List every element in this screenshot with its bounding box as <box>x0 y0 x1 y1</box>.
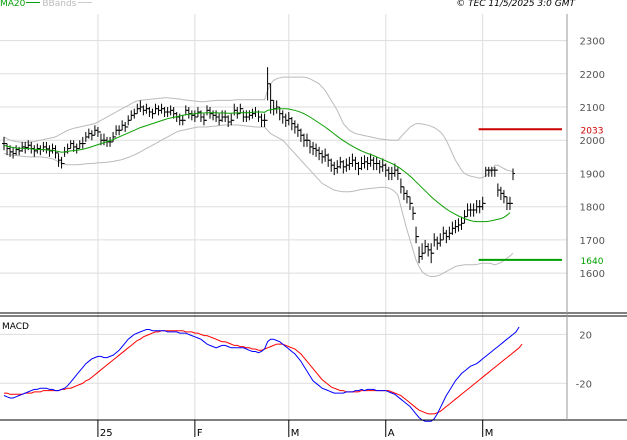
ohlc-bar <box>80 136 85 149</box>
ohlc-bar <box>220 110 225 122</box>
price-grid <box>0 14 567 420</box>
bbands-legend-label: BBands <box>42 0 77 9</box>
price-tick-label: 1700 <box>580 236 605 247</box>
price-tick-label: 2200 <box>580 70 605 81</box>
ohlc-bar <box>217 113 222 126</box>
time-tick-label: M <box>485 428 494 439</box>
bband-upper-line <box>3 76 514 179</box>
resistance-label: 2033 <box>581 126 604 136</box>
ohlc-bar <box>38 145 43 156</box>
time-tick-label: M <box>291 428 300 439</box>
time-tick-label: A <box>388 428 395 439</box>
price-bars <box>2 67 515 264</box>
ohlc-bar <box>77 140 82 150</box>
ohlc-bar <box>201 113 206 126</box>
ohlc-bar <box>186 107 191 119</box>
ohlc-bar <box>29 141 34 154</box>
price-tick-label: 2100 <box>580 103 605 114</box>
bollinger-bands <box>3 76 514 277</box>
macd-line <box>3 326 520 422</box>
price-tick-label: 2000 <box>580 136 605 147</box>
ohlc-bar <box>214 110 219 122</box>
ohlc-bar <box>241 108 246 122</box>
ohlc-bar <box>114 125 119 138</box>
time-tick-label: 25 <box>100 428 113 439</box>
ma20-path <box>3 108 511 223</box>
ohlc-bar <box>232 103 237 121</box>
ohlc-bar <box>44 141 49 154</box>
ohlc-bar <box>183 105 188 121</box>
ohlc-bar <box>483 166 488 204</box>
bband-lower-line <box>3 124 514 277</box>
ohlc-bar <box>495 169 500 197</box>
copyright-timestamp: © TEC 11/5/2025 3:0 GMT <box>456 0 575 9</box>
chart-frame <box>0 14 627 421</box>
bbands-legend-swatch <box>78 2 93 3</box>
ma20-line <box>3 108 511 223</box>
ohlc-bar <box>11 146 16 159</box>
price-axis: 1600 1700 1800 1900 2000 2100 2200 2300 <box>580 37 605 281</box>
price-tick-label: 1600 <box>580 269 605 280</box>
macd-axis: 20 -20 <box>576 330 592 390</box>
ohlc-bar <box>229 113 234 126</box>
price-tick-label: 1800 <box>580 203 605 214</box>
price-levels: 2033 1640 <box>478 126 604 267</box>
ohlc-bar <box>432 233 437 254</box>
ohlc-bar <box>192 110 197 122</box>
ohlc-bar <box>244 110 249 122</box>
macd-signal-line <box>4 330 523 415</box>
ohlc-bar <box>14 145 19 156</box>
ohlc-bar <box>138 100 143 113</box>
macd-tick-label: -20 <box>576 379 592 390</box>
ohlc-bar <box>414 212 419 244</box>
time-axis: 25 F M A M <box>97 420 494 439</box>
macd-panel-label: MACD <box>2 322 29 332</box>
ohlc-bar <box>271 99 276 116</box>
ma20-legend-swatch <box>26 2 41 3</box>
macd-tick-label: 20 <box>579 330 592 341</box>
ohlc-bar <box>417 236 422 264</box>
macd-lines <box>3 326 523 422</box>
ohlc-bar <box>398 172 403 194</box>
ohlc-bar <box>68 140 73 150</box>
time-tick-label: F <box>197 428 203 439</box>
ohlc-bar <box>62 146 67 164</box>
ohlc-bar <box>53 145 58 159</box>
ohlc-bar <box>126 115 131 128</box>
ohlc-bar <box>338 156 343 169</box>
ohlc-bar <box>411 202 416 220</box>
price-tick-label: 1900 <box>580 169 605 180</box>
ohlc-bar <box>511 168 515 204</box>
macd-grid <box>0 333 567 384</box>
support-label: 1640 <box>581 257 604 267</box>
chart-legend: MA20 BBands <box>0 0 93 11</box>
ohlc-bar <box>198 110 203 122</box>
ohlc-bar <box>83 131 88 145</box>
ohlc-bar <box>223 110 228 122</box>
ma20-legend-label: MA20 <box>0 0 26 9</box>
price-tick-label: 2300 <box>580 37 605 48</box>
ohlc-bar <box>420 243 425 260</box>
